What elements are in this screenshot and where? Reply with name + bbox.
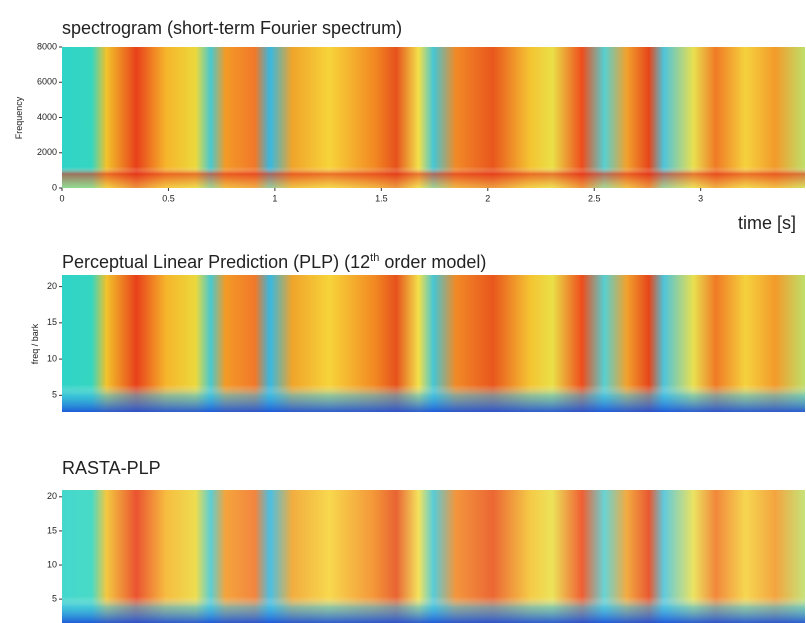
y-tick-label: 0 <box>52 182 57 192</box>
heatmap-shade <box>62 275 805 412</box>
y-tick-label: 10 <box>47 353 57 363</box>
plp-panel: Perceptual Linear Prediction (PLP) (12th… <box>30 252 805 412</box>
title-part: order model) <box>379 252 486 272</box>
y-tick-label: 5 <box>52 594 57 604</box>
spectrogram-panel: spectrogram (short-term Fourier spectrum… <box>14 18 805 233</box>
y-tick-label: 2000 <box>37 147 57 157</box>
y-tick-label: 8000 <box>37 41 57 51</box>
y-tick-label: 10 <box>47 559 57 569</box>
panel-title: RASTA-PLP <box>62 458 161 478</box>
y-tick-label: 15 <box>47 317 57 327</box>
panel-title: Perceptual Linear Prediction (PLP) (12th… <box>62 252 486 272</box>
y-tick-label: 20 <box>47 491 57 501</box>
x-tick-label: 2.5 <box>588 193 601 203</box>
y-tick-label: 5 <box>52 390 57 400</box>
rasta-plp-panel: RASTA-PLP 5 10 15 20 <box>47 458 805 623</box>
x-tick-label: 0.5 <box>162 193 175 203</box>
y-tick-label: 20 <box>47 281 57 291</box>
panel-title: spectrogram (short-term Fourier spectrum… <box>62 18 402 38</box>
y-axis-label: freq / bark <box>30 323 40 364</box>
x-tick-label: 3 <box>698 193 703 203</box>
x-tick-label: 1.5 <box>375 193 388 203</box>
x-tick-label: 0 <box>59 193 64 203</box>
title-superscript: th <box>370 252 379 264</box>
y-tick-label: 15 <box>47 525 57 535</box>
x-tick-label: 2 <box>485 193 490 203</box>
x-tick-label: 1 <box>272 193 277 203</box>
heatmap-shade <box>62 47 805 188</box>
x-axis-label: time [s] <box>738 213 796 233</box>
y-tick-label: 6000 <box>37 77 57 87</box>
y-tick-label: 4000 <box>37 112 57 122</box>
y-axis-label: Frequency <box>14 96 24 139</box>
heatmap-shade <box>62 490 805 623</box>
title-part: Perceptual Linear Prediction (PLP) (12 <box>62 252 370 272</box>
